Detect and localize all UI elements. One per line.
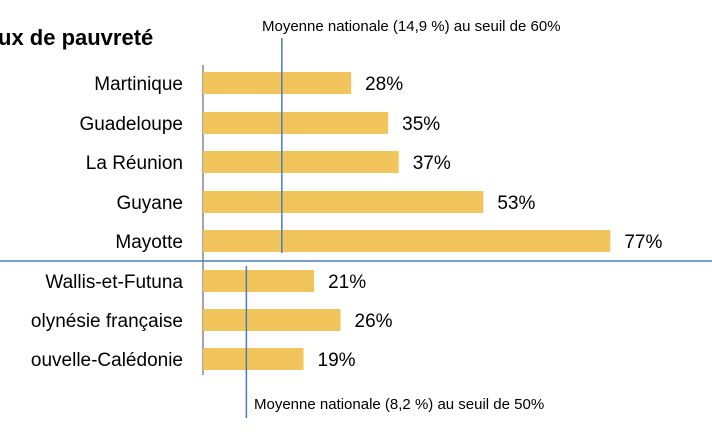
reference-label-1: Moyenne nationale (8,2 %) au seuil de 50… [254,396,544,413]
category-label-g0-0: Martinique [94,74,183,95]
value-label-g0-3: 53% [497,193,535,214]
bar-g0-3 [203,191,484,213]
category-label-g1-2: ouvelle-Calédonie [31,350,183,371]
value-label-g0-0: 28% [365,74,403,95]
bar-g1-2 [203,348,304,370]
category-label-g0-4: Mayotte [115,232,183,253]
bar-g0-4 [203,230,611,252]
bar-g1-0 [203,270,315,292]
category-label-g1-1: olynésie française [31,311,183,332]
category-label-g0-2: La Réunion [86,153,183,174]
reference-label-0: Moyenne nationale (14,9 %) au seuil de 6… [262,18,561,35]
bar-g0-1 [203,112,389,134]
value-label-g0-1: 35% [402,114,440,135]
category-label-g0-3: Guyane [116,193,183,214]
value-label-g1-0: 21% [328,272,366,293]
bar-g0-2 [203,151,399,173]
bar-g0-0 [203,72,352,94]
value-label-g1-2: 19% [318,350,356,371]
bar-g1-1 [203,309,341,331]
value-label-g0-4: 77% [624,232,662,253]
value-label-g0-2: 37% [413,153,451,174]
value-label-g1-1: 26% [355,311,393,332]
category-label-g0-1: Guadeloupe [79,114,183,135]
chart-title: ux de pauvreté [0,25,153,50]
category-label-g1-0: Wallis-et-Futuna [45,272,183,293]
